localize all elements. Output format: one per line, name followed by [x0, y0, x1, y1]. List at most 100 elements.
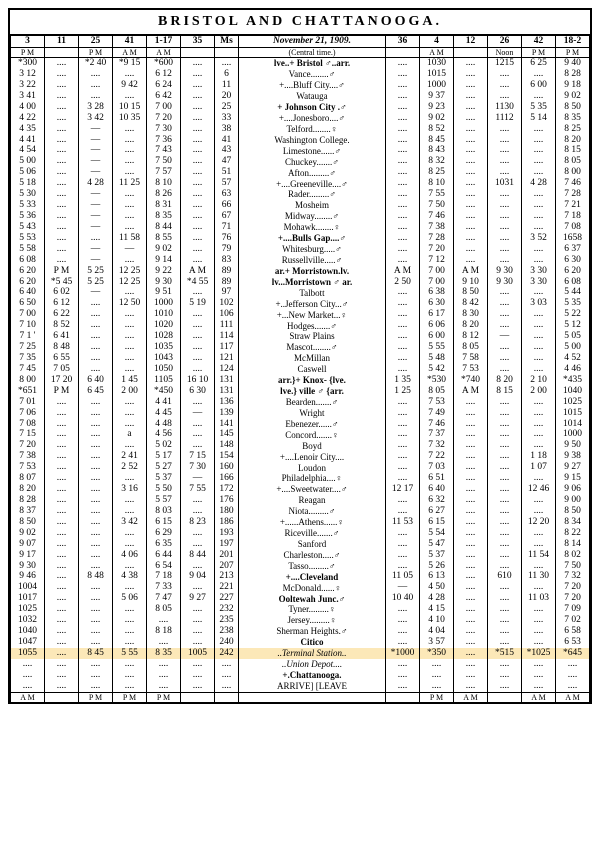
time-cell: ....	[113, 91, 147, 102]
time-cell: ....	[488, 659, 522, 670]
time-cell: 7 12	[420, 255, 454, 266]
station-cell: Whitesburg.....♂	[239, 244, 386, 255]
time-cell: ....	[454, 440, 488, 451]
time-cell: ....	[147, 670, 181, 681]
time-cell: 41	[215, 135, 239, 146]
time-cell: —	[181, 473, 215, 484]
time-cell: ....	[181, 244, 215, 255]
time-cell: 8 10	[147, 178, 181, 189]
time-cell: 9 02	[147, 244, 181, 255]
timetable-row: 5 18....4 2811 258 10....57+....Greenevi…	[11, 178, 590, 189]
time-cell: 3 30	[522, 266, 556, 277]
timetable-row: 7 356 55........1043....121McMillan....5…	[11, 353, 590, 364]
time-cell: ....	[79, 451, 113, 462]
time-cell: 1 25	[386, 386, 420, 397]
time-cell: 7 53	[11, 462, 45, 473]
time-cell: 6 00	[420, 331, 454, 342]
station-cell: +....Sweetwater....♂	[239, 484, 386, 495]
time-cell: 4 38	[113, 571, 147, 582]
time-cell: ....	[386, 440, 420, 451]
time-cell: ....	[454, 255, 488, 266]
time-cell: ....	[181, 145, 215, 156]
station-cell: Boyd	[239, 440, 386, 451]
time-cell: 1055	[11, 648, 45, 659]
time-cell: ....	[386, 298, 420, 309]
time-cell: ....	[386, 287, 420, 298]
time-cell: ....	[113, 353, 147, 364]
time-cell: 6 17	[420, 309, 454, 320]
station-cell: Riceville.......♂	[239, 528, 386, 539]
time-cell: 7 35	[11, 353, 45, 364]
time-cell: 176	[215, 495, 239, 506]
time-cell: 131	[215, 375, 239, 386]
time-cell: ....	[113, 408, 147, 419]
time-cell: 8 05	[420, 386, 454, 397]
time-cell: 148	[215, 440, 239, 451]
time-cell: *645	[556, 648, 590, 659]
time-cell: 4 00	[11, 102, 45, 113]
ampm-foot: P M	[79, 692, 113, 702]
time-cell: 242	[215, 648, 239, 659]
time-cell: 9 30	[488, 266, 522, 277]
time-cell: 7 08	[556, 222, 590, 233]
time-cell: 8 45	[420, 135, 454, 146]
timetable-row: 6 20*5 455 2512 259 30*4 5589lv...Morris…	[11, 277, 590, 288]
time-cell: 8 37	[11, 506, 45, 517]
time-cell: ....	[488, 462, 522, 473]
time-cell: 9 02	[420, 113, 454, 124]
time-cell: ....	[522, 561, 556, 572]
time-cell: 124	[215, 364, 239, 375]
station-cell: +...New Market...♀	[239, 309, 386, 320]
time-cell: 6 41	[45, 331, 79, 342]
timetable-row: 5 30....—....8 26....63Rader.........♂..…	[11, 189, 590, 200]
time-cell: ....	[181, 135, 215, 146]
time-cell: ....	[488, 517, 522, 528]
timetable-row: 3 41............6 42....20Watauga....9 3…	[11, 91, 590, 102]
arrive-leave-label: ARRIVE] [LEAVE	[239, 681, 386, 692]
time-cell: ....	[386, 211, 420, 222]
time-cell: ....	[522, 331, 556, 342]
time-cell: 7 1 '	[11, 331, 45, 342]
timetable-row: 1004............7 33....221McDonald.....…	[11, 582, 590, 593]
time-cell: ....	[181, 320, 215, 331]
time-cell: ....	[454, 473, 488, 484]
time-cell: 213	[215, 571, 239, 582]
timetable-row: 1025............8 05....232Tyner........…	[11, 604, 590, 615]
time-cell: ....	[488, 408, 522, 419]
station-cell: +....Lenoir City....	[239, 451, 386, 462]
timetable-row: 4 00....3 2810 157 00....25+ Johnson Cit…	[11, 102, 590, 113]
time-cell: 7 28	[556, 189, 590, 200]
time-cell: 3 28	[79, 102, 113, 113]
time-cell: ....	[454, 637, 488, 648]
time-cell: 1025	[556, 397, 590, 408]
time-cell: ....	[522, 440, 556, 451]
time-cell: 5 05	[556, 331, 590, 342]
time-cell: 4 15	[420, 604, 454, 615]
time-cell: ....	[386, 637, 420, 648]
time-cell: 7 37	[420, 429, 454, 440]
time-cell: 71	[215, 222, 239, 233]
time-cell: ....	[386, 615, 420, 626]
time-cell: 106	[215, 309, 239, 320]
time-cell: ....	[79, 429, 113, 440]
time-cell: ....	[454, 178, 488, 189]
timetable-row: *300....*2 40*9 15*600........lve..+ Bri…	[11, 58, 590, 69]
time-cell: ....	[386, 462, 420, 473]
time-cell: 8 15	[488, 386, 522, 397]
time-cell: ....	[522, 309, 556, 320]
timetable-body: *300....*2 40*9 15*600........lve..+ Bri…	[11, 58, 590, 692]
time-cell: —	[113, 244, 147, 255]
time-cell: ....	[454, 539, 488, 550]
time-cell: ....	[45, 80, 79, 91]
station-cell: Rader.........♂	[239, 189, 386, 200]
time-cell: ....	[45, 167, 79, 178]
time-cell: ....	[181, 69, 215, 80]
time-cell: ....	[45, 604, 79, 615]
time-cell: 6 20	[556, 266, 590, 277]
time-cell: 6 44	[147, 550, 181, 561]
time-cell: 9 30	[488, 277, 522, 288]
time-cell: ....	[488, 397, 522, 408]
time-cell: ....	[488, 419, 522, 430]
time-cell: 131	[215, 386, 239, 397]
time-cell: ....	[522, 604, 556, 615]
